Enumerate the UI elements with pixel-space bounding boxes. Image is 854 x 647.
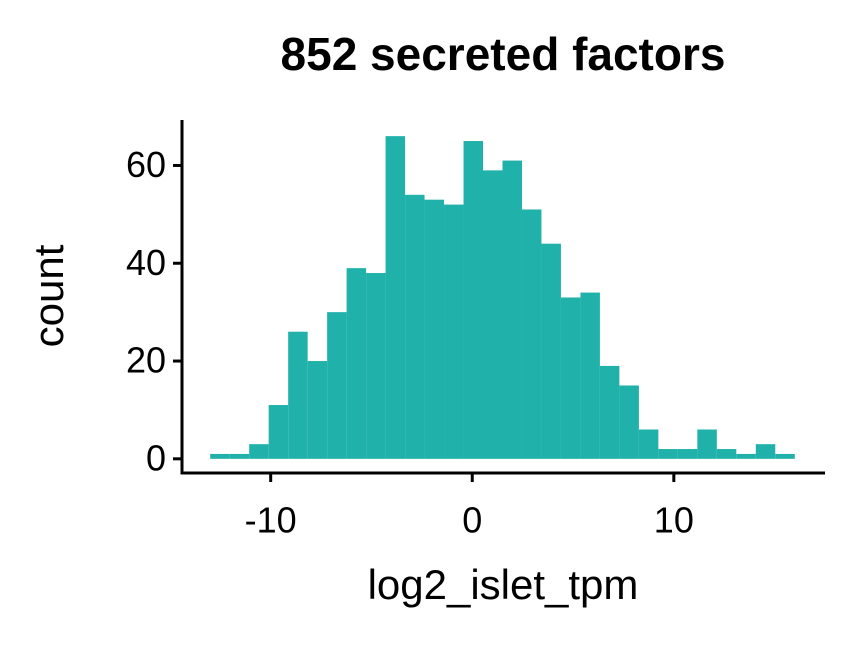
bar — [268, 405, 289, 459]
bar — [619, 385, 639, 459]
bar — [210, 453, 230, 459]
y-tick-label: 20 — [126, 340, 166, 381]
bar — [405, 194, 425, 459]
bar — [229, 453, 250, 459]
bar — [521, 209, 542, 459]
bar — [502, 160, 522, 459]
bar — [307, 361, 328, 459]
chart-title: 852 secreted factors — [281, 28, 726, 80]
x-tick-label: 10 — [654, 500, 694, 541]
x-tick-label: -10 — [245, 500, 297, 541]
bar — [599, 365, 620, 459]
bar — [677, 449, 698, 459]
bar — [580, 292, 600, 459]
bar — [697, 429, 717, 459]
bar — [716, 449, 737, 459]
bar — [483, 170, 503, 459]
y-tick-label: 40 — [126, 242, 166, 283]
bar — [249, 444, 269, 459]
bar — [444, 204, 464, 459]
bar — [366, 273, 386, 459]
y-tick-label: 60 — [126, 144, 166, 185]
bar — [755, 444, 776, 459]
bar — [463, 141, 484, 459]
x-axis-label: log2_islet_tpm — [368, 561, 639, 608]
bar — [541, 243, 561, 459]
bar — [775, 453, 795, 459]
bar — [327, 312, 347, 459]
y-tick-label: 0 — [146, 437, 166, 478]
bar — [424, 199, 445, 459]
bar — [385, 136, 406, 459]
bar — [346, 268, 367, 459]
bar — [638, 429, 659, 459]
bar — [736, 453, 756, 459]
bar — [560, 297, 581, 459]
bar — [658, 449, 678, 459]
x-tick-label: 0 — [462, 500, 482, 541]
y-axis-label: count — [25, 244, 72, 347]
bar — [288, 331, 308, 459]
